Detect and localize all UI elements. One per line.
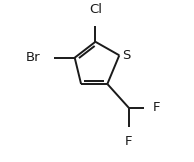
Text: Cl: Cl — [89, 3, 102, 16]
Text: Br: Br — [26, 51, 41, 64]
Text: S: S — [122, 49, 131, 62]
Text: F: F — [125, 135, 133, 148]
Text: F: F — [153, 101, 160, 114]
